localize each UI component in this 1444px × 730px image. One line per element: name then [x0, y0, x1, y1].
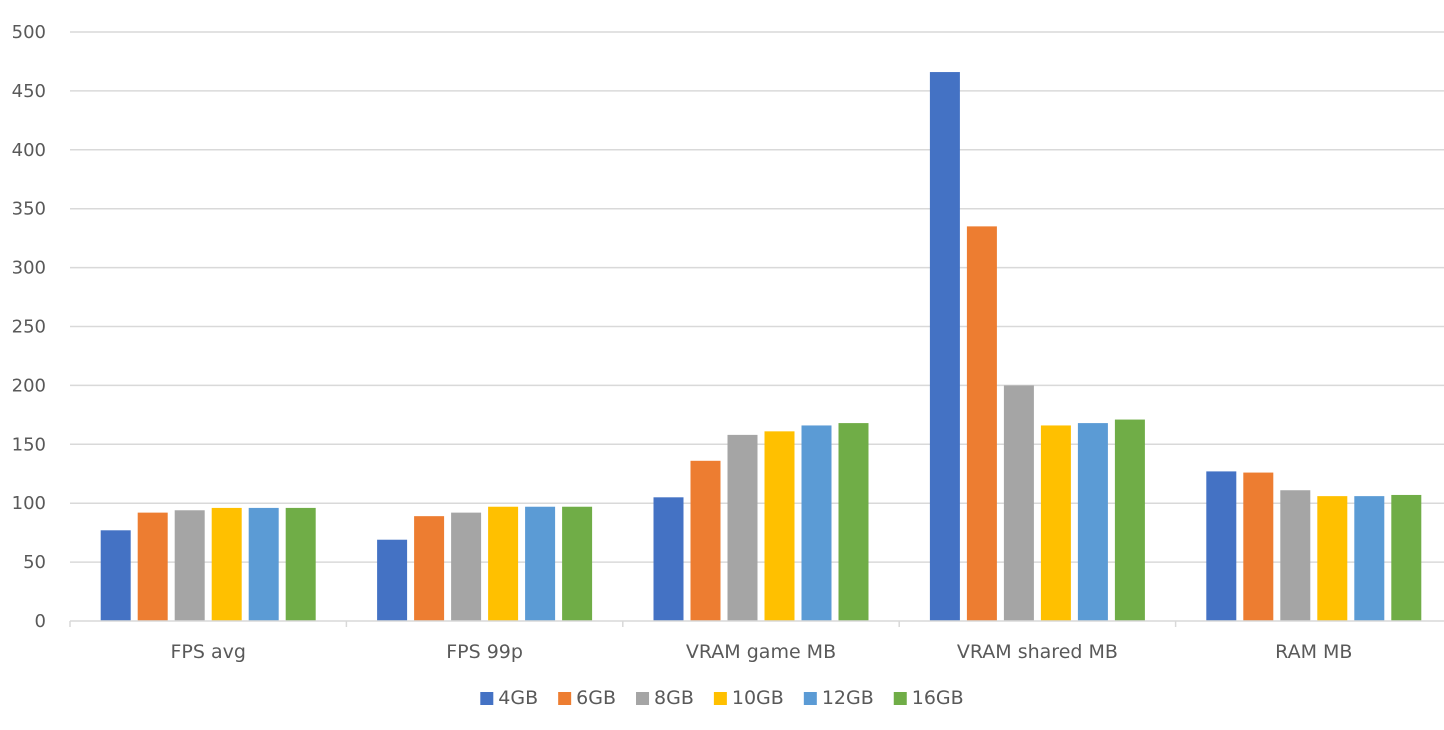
legend-item: 4GB: [480, 687, 538, 709]
bar-10gb-vram-game-mb: [764, 431, 795, 621]
bar-10gb-fps-99p: [488, 506, 519, 621]
bar-12gb-fps-avg: [248, 507, 279, 621]
bar-12gb-vram-game-mb: [801, 425, 832, 621]
bar-10gb-vram-shared-mb: [1040, 425, 1071, 621]
y-tick-label: 100: [12, 493, 46, 514]
y-tick-label: 50: [23, 552, 46, 573]
legend-item: 10GB: [713, 687, 784, 709]
bar-8gb-vram-game-mb: [727, 434, 758, 621]
legend-label: 10GB: [732, 687, 784, 709]
x-category-label: VRAM shared MB: [957, 641, 1118, 663]
bar-12gb-fps-99p: [525, 506, 556, 621]
legend-item: 16GB: [893, 687, 964, 709]
bar-4gb-ram-mb: [1206, 471, 1237, 621]
bars: [100, 72, 1422, 621]
legend-item: 6GB: [558, 687, 616, 709]
x-category-label: RAM MB: [1275, 641, 1352, 663]
bar-10gb-fps-avg: [211, 507, 242, 621]
bar-6gb-vram-shared-mb: [966, 226, 997, 621]
legend-label: 12GB: [822, 687, 874, 709]
legend-label: 4GB: [498, 687, 538, 709]
legend-item: 12GB: [803, 687, 874, 709]
legend-swatch: [893, 692, 907, 705]
bar-12gb-vram-shared-mb: [1077, 423, 1108, 621]
bar-6gb-ram-mb: [1243, 472, 1274, 621]
y-tick-label: 300: [12, 258, 46, 279]
x-category-label: FPS avg: [170, 641, 245, 663]
bar-8gb-ram-mb: [1280, 490, 1311, 621]
x-category-label: FPS 99p: [446, 641, 523, 663]
bar-16gb-vram-shared-mb: [1114, 419, 1145, 621]
legend-swatch: [803, 692, 817, 705]
bar-12gb-ram-mb: [1354, 496, 1385, 621]
bar-4gb-vram-shared-mb: [929, 72, 960, 621]
bar-16gb-fps-avg: [285, 507, 316, 621]
category-labels: FPS avg FPS 99p VRAM game MB VRAM shared MB…: [170, 641, 1352, 663]
legend-swatch: [636, 692, 650, 705]
bar-6gb-fps-avg: [137, 512, 168, 621]
y-tick-label: 450: [12, 81, 46, 102]
bar-4gb-vram-game-mb: [653, 497, 684, 621]
bar-8gb-fps-avg: [174, 510, 205, 621]
bar-16gb-fps-99p: [562, 506, 593, 621]
x-axis: [69, 620, 1444, 627]
bar-16gb-ram-mb: [1391, 494, 1422, 621]
bar-8gb-vram-shared-mb: [1003, 385, 1034, 621]
legend-label: 8GB: [654, 687, 694, 709]
legend-swatch: [480, 692, 494, 705]
y-tick-label: 500: [12, 22, 46, 43]
gridlines: [70, 31, 1444, 563]
bar-16gb-vram-game-mb: [838, 423, 869, 621]
bar-6gb-fps-99p: [414, 516, 445, 621]
y-tick-label: 350: [12, 199, 46, 220]
bar-6gb-vram-game-mb: [690, 460, 721, 621]
x-category-label: VRAM game MB: [686, 641, 836, 663]
y-tick-label: 250: [12, 317, 46, 338]
legend-swatch: [713, 692, 727, 705]
y-tick-label: 400: [12, 140, 46, 161]
bar-4gb-fps-avg: [100, 530, 131, 621]
legend-item: 8GB: [636, 687, 694, 709]
legend-label: 16GB: [912, 687, 964, 709]
legend-label: 6GB: [576, 687, 616, 709]
bar-4gb-fps-99p: [377, 539, 408, 621]
bar-10gb-ram-mb: [1317, 496, 1348, 621]
legend-swatch: [558, 692, 572, 705]
y-tick-label: 0: [35, 611, 46, 632]
y-tick-label: 150: [12, 434, 46, 455]
bar-8gb-fps-99p: [451, 512, 482, 621]
y-axis-tick-labels: 0 50 100 150 200 250 300 350 400 450 500: [12, 22, 46, 632]
legend: 4GB 6GB 8GB 10GB 12GB 16GB: [480, 687, 964, 709]
y-tick-label: 200: [12, 375, 46, 396]
